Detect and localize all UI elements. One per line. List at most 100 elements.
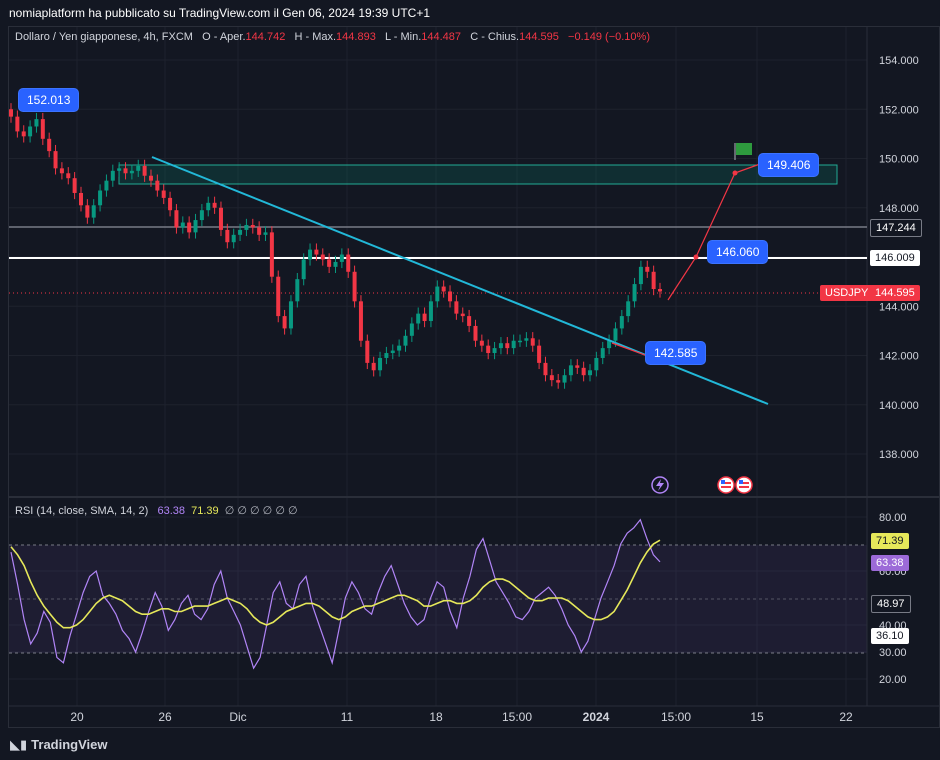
candle-body [327, 259, 332, 267]
price-tag-146: 146.009 [870, 250, 920, 266]
us-flag-icon[interactable] [735, 476, 753, 494]
candle-body [556, 380, 561, 383]
time-tick-label: 2024 [583, 710, 610, 724]
callout-146-text: 146.060 [716, 245, 760, 259]
candle-body [626, 301, 631, 317]
candle-body [454, 301, 459, 314]
projection-path[interactable] [667, 163, 761, 301]
candle-body [537, 345, 542, 363]
candle-body [282, 316, 287, 329]
rsi-low-tag: 36.10 [871, 628, 909, 644]
candle-body [148, 175, 153, 181]
flag-icon[interactable] [734, 143, 752, 160]
candle-body [212, 202, 217, 208]
candle-body [441, 286, 446, 292]
candle-body [193, 220, 198, 233]
candle-body [588, 370, 593, 376]
candle-body [320, 254, 325, 260]
candle-body [199, 210, 204, 221]
symbol-legend[interactable]: Dollaro / Yen giapponese, 4h, FXCM O - A… [15, 31, 650, 43]
projection-point-149 [732, 170, 738, 176]
candle-body [238, 229, 243, 235]
callout-152[interactable]: 152.013 [19, 89, 79, 111]
candle-body [21, 131, 26, 137]
callout-142[interactable]: 142.585 [646, 342, 706, 364]
rsi-value-tag: 63.38 [871, 555, 909, 571]
price-tick-label: 148.000 [879, 203, 919, 215]
candle-body [218, 207, 223, 230]
candle-body [473, 325, 478, 341]
price-tick-label: 142.000 [879, 351, 919, 363]
price-axis-ticks: 154.000152.000150.000148.000146.000144.0… [879, 55, 919, 461]
time-tick-label: 15:00 [502, 710, 532, 724]
callout-149[interactable]: 149.406 [759, 154, 819, 176]
candle-body [301, 259, 306, 280]
candle-body [180, 222, 185, 228]
candle-body [511, 340, 516, 349]
resistance-zone[interactable] [118, 164, 838, 185]
candle-body [403, 335, 408, 346]
tradingview-logo[interactable]: ◣▮ TradingView [10, 737, 108, 753]
lightning-icon[interactable] [651, 476, 669, 494]
projection-point-146 [693, 254, 699, 260]
candle-body [632, 284, 637, 302]
candle-body [53, 151, 58, 169]
candle-body [47, 138, 52, 152]
candle-body [85, 205, 90, 218]
candle-body [658, 289, 662, 292]
candle-body [257, 227, 262, 235]
candle-body [505, 343, 510, 349]
callout-142-text: 142.585 [654, 346, 698, 360]
candle-body [28, 126, 33, 137]
low-value: 144.487 [421, 31, 462, 43]
candle-body [66, 173, 71, 179]
candle-body [34, 119, 39, 127]
candle-body [358, 301, 363, 341]
rsi-tick-label: 30.00 [879, 647, 907, 659]
price-tag-147: 147.244 [870, 219, 922, 237]
candle-body [352, 271, 357, 302]
candle-body [168, 197, 173, 211]
candle-body [530, 338, 535, 346]
candle-body [390, 350, 395, 354]
candle-body [613, 328, 618, 341]
candle-body [479, 340, 484, 346]
symbol-description: Dollaro / Yen giapponese, 4h, FXCM [15, 31, 193, 43]
candle-body [244, 224, 249, 230]
rsi-legend[interactable]: RSI (14, close, SMA, 14, 2) 63.38 71.39 … [15, 504, 298, 517]
candle-body [498, 343, 503, 349]
time-tick-label: 11 [341, 710, 354, 724]
rsi-tick-label: 20.00 [879, 674, 907, 686]
time-tick-label: Dic [229, 710, 246, 724]
candle-body [549, 375, 554, 381]
candle-body [594, 357, 599, 371]
candle-body [378, 357, 383, 371]
candle-body [448, 291, 453, 302]
candle-body [600, 348, 605, 358]
candle-body [524, 338, 529, 341]
callout-149-text: 149.406 [767, 158, 811, 172]
change-value: −0.149 (−0.10%) [568, 31, 650, 43]
candle-body [638, 266, 643, 285]
candle-body [422, 313, 427, 322]
candle-body [371, 362, 376, 371]
rsi-value: 63.38 [157, 505, 185, 517]
symbol-tag: USDJPY [820, 285, 874, 301]
time-tick-label: 22 [839, 710, 853, 724]
rsi-sma-tag: 71.39 [871, 533, 909, 549]
candle-body [129, 170, 134, 174]
candle-body [250, 224, 255, 228]
tv-logo-icon: ◣▮ [10, 737, 28, 752]
us-flag-icon[interactable] [717, 476, 735, 494]
candle-body [136, 165, 141, 171]
callout-146[interactable]: 146.060 [708, 241, 768, 263]
candle-body [78, 192, 83, 206]
open-value: 144.742 [245, 31, 286, 43]
candle-body [409, 323, 414, 336]
candle-body [568, 365, 573, 376]
empty-markers: ∅ ∅ ∅ ∅ ∅ ∅ [224, 505, 298, 517]
price-tick-label: 140.000 [879, 400, 919, 412]
candle-body [155, 180, 160, 191]
candle-body [187, 222, 192, 233]
